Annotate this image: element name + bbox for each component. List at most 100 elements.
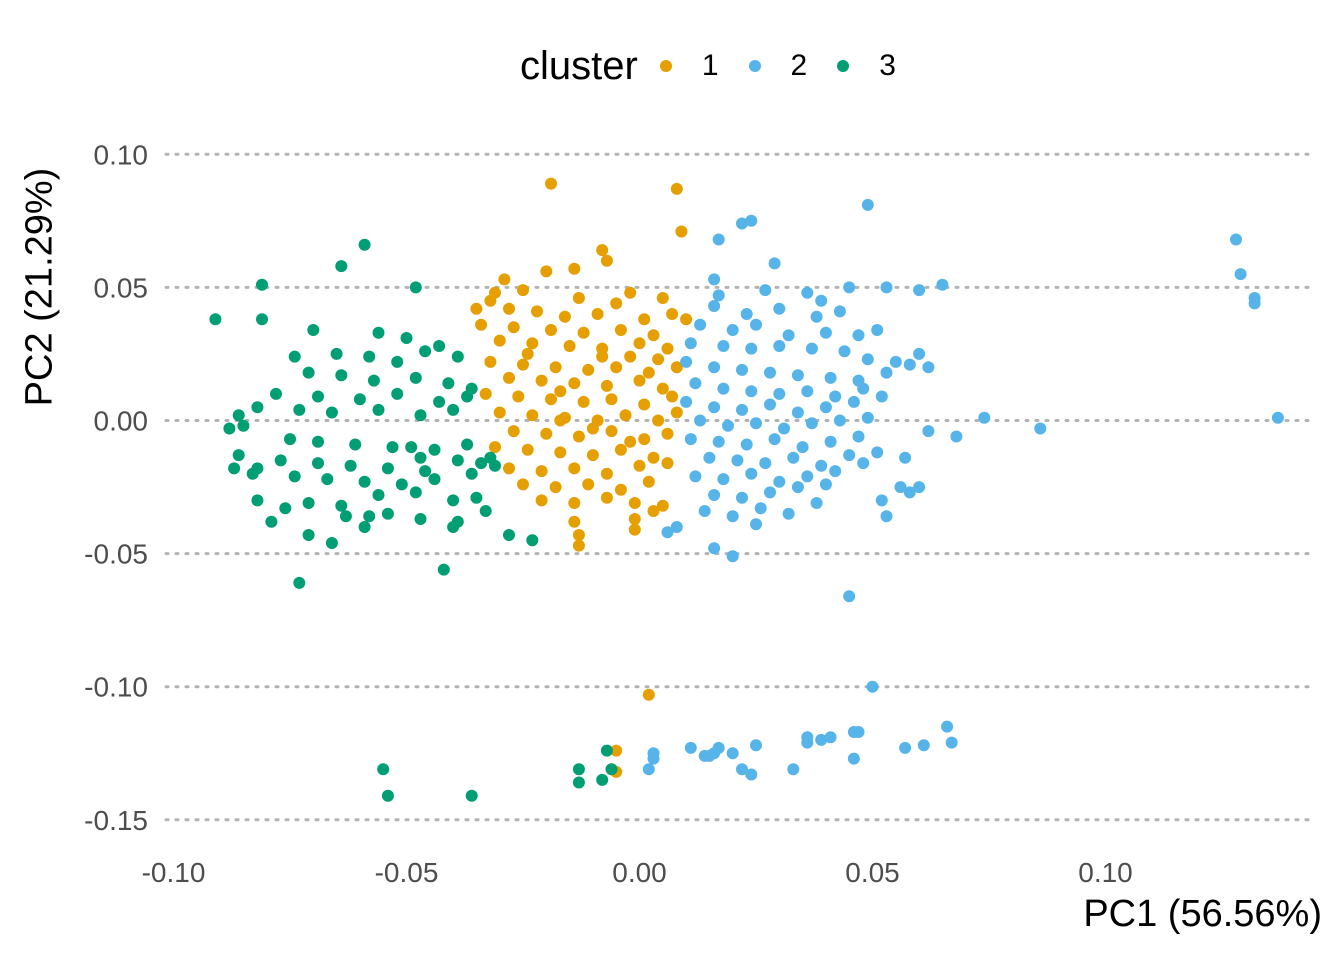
- point-cluster-2: [843, 590, 856, 603]
- point-cluster-3: [391, 387, 404, 400]
- point-cluster-2: [736, 403, 748, 416]
- point-cluster-2: [889, 355, 902, 368]
- point-cluster-1: [568, 462, 581, 475]
- y-axis-title: PC2 (21.29%): [18, 167, 61, 407]
- point-cluster-1: [489, 441, 501, 454]
- legend: cluster 1 2 3: [520, 40, 926, 92]
- point-cluster-2: [805, 342, 818, 355]
- point-cluster-1: [614, 443, 627, 456]
- point-cluster-1: [540, 427, 553, 440]
- point-cluster-3: [279, 502, 292, 515]
- point-cluster-3: [312, 390, 324, 403]
- point-cluster-2: [736, 491, 748, 504]
- point-cluster-1: [535, 494, 548, 507]
- point-cluster-3: [288, 350, 301, 363]
- point-cluster-1: [545, 393, 557, 406]
- point-cluster-2: [773, 475, 786, 488]
- point-cluster-1: [661, 427, 674, 440]
- point-cluster-2: [731, 454, 744, 467]
- point-cluster-2: [894, 481, 907, 494]
- y-tick-label: -0.15: [84, 805, 148, 836]
- point-cluster-2: [712, 435, 725, 448]
- point-cluster-1: [470, 302, 483, 315]
- y-tick-label: 0.00: [94, 406, 149, 437]
- legend-item-2: 2: [748, 51, 807, 81]
- point-cluster-2: [698, 749, 711, 762]
- point-cluster-2: [684, 741, 697, 754]
- point-cluster-1: [479, 387, 492, 400]
- point-cluster-2: [838, 345, 851, 358]
- point-cluster-1: [661, 457, 674, 470]
- point-cluster-2: [819, 326, 832, 339]
- point-cluster-1: [563, 340, 576, 352]
- point-cluster-1: [624, 435, 637, 448]
- point-cluster-2: [880, 281, 893, 294]
- point-cluster-2: [708, 300, 721, 312]
- point-cluster-2: [703, 451, 716, 464]
- point-cluster-3: [232, 409, 245, 422]
- point-cluster-3: [339, 510, 352, 523]
- point-cluster-1: [633, 374, 646, 387]
- point-cluster-1: [600, 254, 613, 267]
- point-cluster-3: [409, 281, 422, 294]
- point-cluster-1: [507, 425, 520, 438]
- point-cluster-3: [419, 465, 432, 478]
- point-cluster-3: [503, 529, 515, 541]
- point-cluster-1: [628, 523, 641, 536]
- point-cluster-3: [572, 776, 585, 789]
- point-cluster-3: [274, 454, 287, 467]
- point-cluster-3: [302, 366, 315, 379]
- point-cluster-2: [787, 451, 800, 464]
- point-cluster-3: [325, 406, 338, 419]
- point-cluster-1: [554, 414, 567, 427]
- point-cluster-3: [302, 497, 315, 509]
- point-cluster-2: [847, 395, 860, 408]
- point-cluster-1: [638, 313, 651, 326]
- point-cluster-1: [610, 744, 623, 757]
- point-cluster-2: [773, 302, 786, 315]
- point-cluster-1: [638, 433, 651, 446]
- point-cluster-2: [824, 371, 837, 384]
- point-cluster-1: [498, 273, 511, 286]
- point-cluster-2: [689, 377, 702, 390]
- point-cluster-1: [596, 350, 609, 363]
- point-cluster-1: [572, 430, 585, 443]
- point-cluster-3: [312, 457, 324, 470]
- point-cluster-1: [596, 244, 609, 257]
- point-cluster-1: [554, 385, 567, 398]
- point-cluster-1: [600, 491, 613, 504]
- point-cluster-1: [614, 483, 627, 496]
- legend-item-1: 1: [659, 51, 719, 81]
- point-cluster-2: [1234, 268, 1247, 281]
- point-cluster-2: [764, 486, 776, 499]
- point-cluster-2: [819, 401, 832, 414]
- point-cluster-2: [708, 542, 721, 555]
- y-tick-label: -0.10: [84, 672, 148, 703]
- data-points: [209, 177, 1284, 802]
- point-cluster-3: [312, 435, 324, 448]
- y-axis-ticks: -0.15 -0.10 -0.05 0.00 0.05 0.10: [84, 139, 149, 836]
- point-cluster-1: [605, 425, 618, 438]
- point-cluster-2: [750, 318, 762, 331]
- point-cluster-2: [661, 526, 674, 539]
- point-cluster-2: [847, 752, 860, 765]
- point-cluster-2: [791, 481, 804, 494]
- point-cluster-3: [358, 521, 371, 533]
- point-cluster-3: [372, 489, 385, 501]
- point-cluster-2: [815, 733, 828, 746]
- point-cluster-1: [517, 284, 529, 297]
- point-cluster-2: [1248, 297, 1261, 310]
- point-cluster-1: [591, 308, 604, 320]
- point-cluster-3: [372, 403, 385, 416]
- point-cluster-1: [647, 505, 660, 517]
- point-cluster-1: [652, 414, 665, 427]
- point-cluster-3: [451, 454, 464, 467]
- point-cluster-2: [801, 286, 814, 299]
- point-cluster-2: [647, 752, 660, 765]
- point-cluster-3: [265, 515, 278, 528]
- point-cluster-1: [568, 497, 581, 509]
- legend-label-3: 3: [879, 49, 896, 82]
- point-cluster-3: [293, 403, 306, 416]
- point-cluster-1: [638, 398, 651, 411]
- point-cluster-1: [545, 177, 557, 190]
